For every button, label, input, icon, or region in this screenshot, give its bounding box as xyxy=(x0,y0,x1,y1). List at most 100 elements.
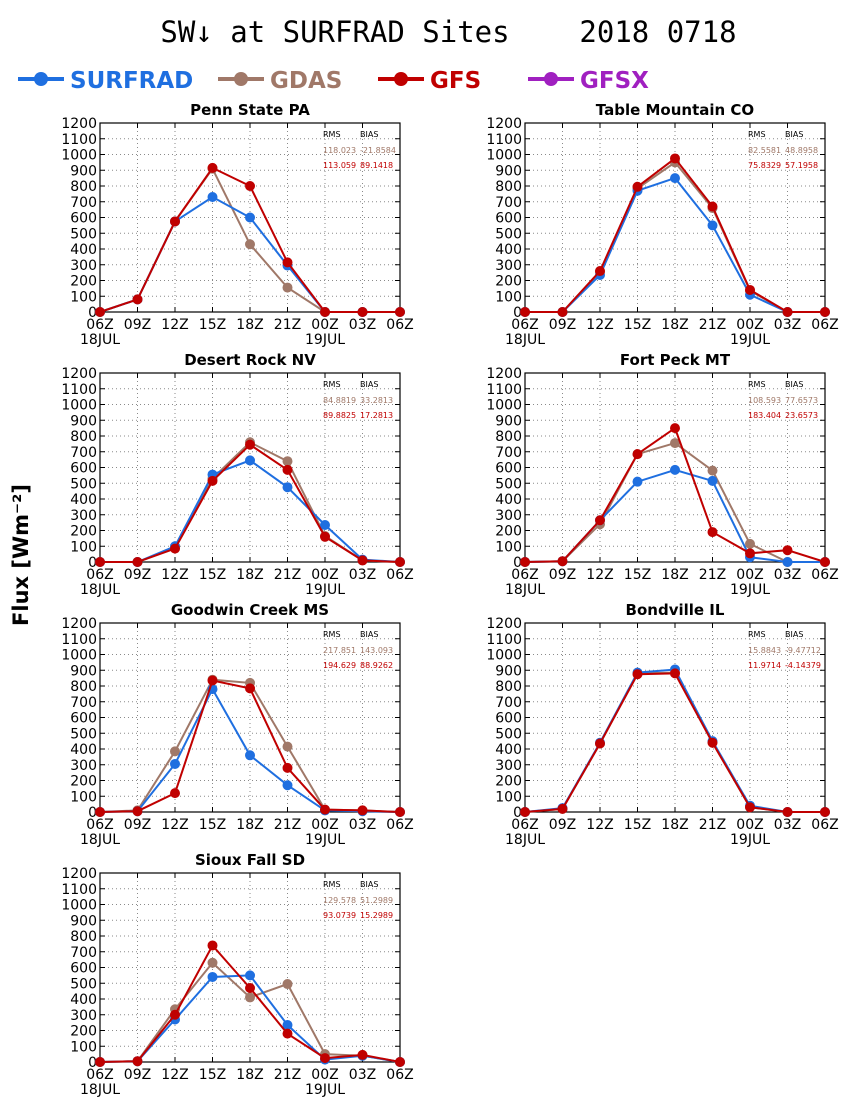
y-tick-label: 900 xyxy=(70,413,97,429)
x-tick-label: 06Z xyxy=(86,817,113,833)
y-tick-label: 900 xyxy=(70,913,97,929)
y-tick-label: 0 xyxy=(513,305,522,321)
y-tick-label: 600 xyxy=(495,711,522,727)
x-date-label: 19JUL xyxy=(305,332,345,348)
panels: Penn State PA010020030040050060070080090… xyxy=(61,101,838,1098)
y-tick-label: 400 xyxy=(70,492,97,508)
y-tick-label: 700 xyxy=(495,445,522,461)
x-date-label: 18JUL xyxy=(80,332,120,348)
y-tick-label: 1000 xyxy=(486,398,522,414)
panel-title: Sioux Fall SD xyxy=(195,851,305,869)
x-tick-label: 09Z xyxy=(124,567,151,583)
data-point-gfs xyxy=(395,307,405,317)
data-point-gfs xyxy=(95,557,105,567)
y-tick-label: 200 xyxy=(495,774,522,790)
x-tick-label: 06Z xyxy=(511,317,538,333)
data-point-gfs xyxy=(632,181,643,192)
data-point-surfrad xyxy=(670,173,680,184)
panel-table-mountain-co: Table Mountain CO01002003004005006007008… xyxy=(486,101,838,348)
legend-marker-gfs xyxy=(394,72,408,86)
data-point-gfs xyxy=(357,1049,368,1060)
x-tick-label: 21Z xyxy=(274,1067,301,1083)
data-point-gdas xyxy=(745,538,755,549)
x-tick-label: 00Z xyxy=(736,567,763,583)
data-point-surfrad xyxy=(282,780,293,791)
y-tick-label: 700 xyxy=(70,945,97,961)
legend-item-gfsx: GFSX xyxy=(528,68,649,94)
stats-rms-gfs: 113.059 xyxy=(323,161,356,170)
y-tick-label: 1200 xyxy=(61,616,97,632)
legend-item-gfs: GFS xyxy=(378,68,481,94)
x-tick-label: 03Z xyxy=(774,317,801,333)
y-tick-label: 300 xyxy=(495,508,522,524)
data-point-gdas xyxy=(282,456,293,467)
data-point-surfrad xyxy=(632,476,643,487)
stats-header-rms: RMS xyxy=(323,880,341,889)
x-tick-label: 00Z xyxy=(736,317,763,333)
stats-header-rms: RMS xyxy=(748,130,766,139)
stats-rms-gfs: 89.8825 xyxy=(323,411,356,420)
x-tick-label: 18Z xyxy=(661,317,688,333)
stats-bias-gfs: 23.6573 xyxy=(785,411,818,420)
data-point-surfrad xyxy=(245,212,255,223)
data-point-gfs xyxy=(95,1057,105,1067)
x-tick-label: 00Z xyxy=(311,817,338,833)
panel-fort-peck-mt: Fort Peck MT 0100200300400500600700800900… xyxy=(486,351,838,598)
x-date-label: 18JUL xyxy=(505,832,545,848)
panel-sioux-fall-sd: Sioux Fall SD 010020030040050060070080090… xyxy=(61,851,413,1098)
x-tick-label: 06Z xyxy=(386,1067,413,1083)
data-point-gfs xyxy=(670,668,680,679)
data-point-gfs xyxy=(245,683,255,694)
data-point-gdas xyxy=(707,465,718,476)
y-tick-label: 900 xyxy=(70,663,97,679)
x-tick-label: 06Z xyxy=(386,567,413,583)
y-tick-label: 1200 xyxy=(61,366,97,382)
data-point-gfs xyxy=(520,307,530,317)
x-tick-label: 09Z xyxy=(549,317,576,333)
y-tick-label: 1000 xyxy=(61,148,97,164)
y-tick-label: 500 xyxy=(495,476,522,492)
data-point-gfs xyxy=(357,805,368,816)
y-tick-label: 600 xyxy=(70,961,97,977)
stats-bias-gfs: 57.1958 xyxy=(785,161,818,170)
x-tick-label: 15Z xyxy=(624,567,651,583)
panel-goodwin-creek-ms: Goodwin Creek MS 010020030040050060070080… xyxy=(61,601,413,848)
data-point-gfs xyxy=(595,515,605,526)
y-tick-label: 300 xyxy=(70,508,97,524)
y-tick-label: 600 xyxy=(495,211,522,227)
x-tick-label: 09Z xyxy=(124,817,151,833)
stats-bias-gdas: 143.093 xyxy=(360,646,393,655)
y-tick-label: 0 xyxy=(513,805,522,821)
x-tick-label: 12Z xyxy=(586,567,613,583)
data-point-surfrad xyxy=(320,519,330,530)
x-tick-label: 00Z xyxy=(311,317,338,333)
y-tick-label: 400 xyxy=(70,992,97,1008)
y-tick-label: 800 xyxy=(495,179,522,195)
data-point-gfs xyxy=(132,557,143,567)
data-point-gfs xyxy=(170,216,180,227)
data-point-gfs xyxy=(95,807,105,817)
stats-header-rms: RMS xyxy=(323,130,341,139)
x-tick-label: 12Z xyxy=(161,317,188,333)
data-point-gfs xyxy=(632,669,643,680)
legend-label-gfs: GFS xyxy=(430,68,481,94)
x-tick-label: 15Z xyxy=(199,567,226,583)
stats-rms-gfs: 75.8329 xyxy=(748,161,781,170)
x-date-label: 19JUL xyxy=(305,582,345,598)
data-point-gfs xyxy=(595,266,605,277)
y-tick-label: 1000 xyxy=(486,148,522,164)
y-tick-label: 500 xyxy=(495,226,522,242)
stats-rms-gfs: 93.0739 xyxy=(323,911,356,920)
y-tick-label: 900 xyxy=(70,163,97,179)
data-point-gfs xyxy=(282,257,293,268)
y-tick-label: 900 xyxy=(495,413,522,429)
x-tick-label: 03Z xyxy=(349,317,376,333)
x-tick-label: 18Z xyxy=(661,567,688,583)
y-axis-label: Flux [Wm⁻²] xyxy=(9,484,33,626)
data-point-gfs xyxy=(395,1057,405,1067)
data-point-surfrad xyxy=(207,192,218,203)
y-tick-label: 900 xyxy=(495,663,522,679)
stats-rms-gdas: 129.578 xyxy=(323,896,356,905)
data-point-gfs xyxy=(820,557,830,567)
data-point-gfs xyxy=(245,439,255,450)
